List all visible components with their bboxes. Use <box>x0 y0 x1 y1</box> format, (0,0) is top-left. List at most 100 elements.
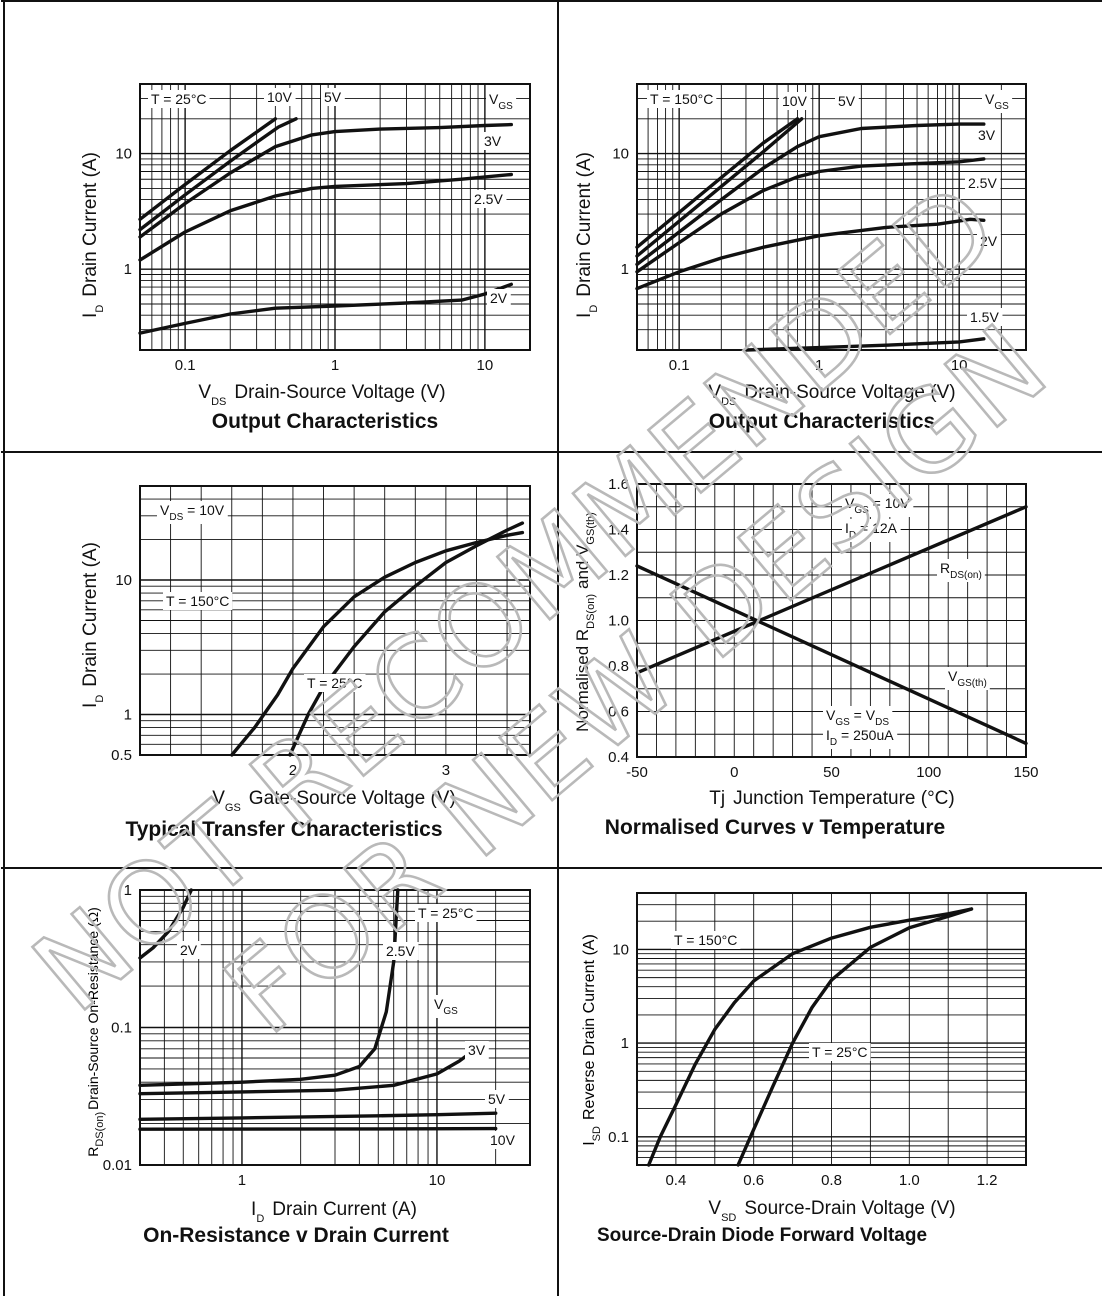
c4-xtick-label: 0 <box>730 764 738 781</box>
c6-xtick-label: 1.2 <box>977 1172 998 1189</box>
c6-title: Source-Drain Diode Forward Voltage <box>597 1225 927 1246</box>
c4-plot-border <box>636 483 1027 758</box>
c3-series-label-t-150-c: T = 150°C <box>166 593 229 609</box>
c2-plot-border <box>636 83 1027 351</box>
c5-series-label-5v-bg <box>485 1090 509 1108</box>
c3-condition-v-ds-10v-bg <box>157 501 228 524</box>
c4-series-v-gs-th <box>635 564 1028 746</box>
chart-normalised-curves-temperature: -50 0 50 100 150 0.4 0.6 0.8 1.0 1.2 1.4 1.6 VGS = … <box>573 476 1039 839</box>
c1-series-label-2-5v-bg <box>471 190 507 208</box>
c3-xlabel: VGS Gate-Source Voltage (V) <box>212 788 456 814</box>
c2-series-label-5v: 5V <box>838 93 856 109</box>
c4-xtick-label: -50 <box>626 764 648 781</box>
c5-ytick-label: 1 <box>124 882 132 899</box>
c3-ylabel: IDDrain Current (A) <box>80 542 106 708</box>
c5-grid <box>139 889 531 1166</box>
c5-condition-t-25-c: T = 25°C <box>418 905 474 921</box>
c1-ylabel: IDDrain Current (A) <box>80 152 106 318</box>
c4-condition-i-d-250ua-bg <box>823 726 898 749</box>
c3-series-label-t-25-c: T = 25°C <box>307 675 363 691</box>
c5-series-label-10v-bg <box>487 1131 519 1149</box>
c2-condition-t-150-c-bg <box>647 90 717 108</box>
watermark: NOT RECOMMENDED FOR NEW DESIGN <box>9 157 1073 1060</box>
c5-series-label-5v: 5V <box>488 1091 506 1107</box>
c1-series-label-5v: 5V <box>324 89 342 105</box>
c4-title: Normalised Curves v Temperature <box>605 816 945 839</box>
c1-legend-title: VGS <box>489 91 513 112</box>
c1-series-5v <box>138 117 298 232</box>
c4-xtick-label: 50 <box>823 764 840 781</box>
c4-ytick-label: 1.0 <box>608 613 629 630</box>
c4-xtick-label: 150 <box>1013 764 1038 781</box>
c6-ylabel: ISDReverse Drain Current (A) <box>581 934 603 1146</box>
c2-xlabel: VDS Drain-Source Voltage (V) <box>708 382 955 408</box>
chart-on-resistance-drain-current: 1 10 0.01 0.1 1 T = 25°C VGS 2V 2.5V 3V 5V 10V ID D… <box>85 882 531 1247</box>
c1-ticks: 0.1 1 10 1 10 <box>115 146 493 374</box>
c1-series-label-10v: 10V <box>267 89 293 105</box>
c2-ytick-label: 10 <box>612 146 629 163</box>
c5-series-label-2v-bg <box>177 941 201 959</box>
c6-series-t-25-c <box>736 907 974 1167</box>
c2-annotations: T = 150°C VGS 10V 5V 3V 2.5V 2V 1.5V <box>647 90 1013 326</box>
c4-condition-i-d-12a: ID = 12A <box>845 520 898 541</box>
c5-xtick-label: 10 <box>429 1172 446 1189</box>
c2-series-label-3v-bg <box>975 126 999 144</box>
c1-grid <box>139 83 531 351</box>
c6-series-label-t-150-c-bg <box>671 931 741 949</box>
c4-condition-v-gs-v-ds: VGS = VDS <box>826 707 889 728</box>
c2-series-2-5v <box>635 157 986 274</box>
c1-series-label-3v-bg <box>481 132 505 150</box>
c2-series-label-2v-bg <box>977 232 1001 250</box>
c4-series-r-ds-on <box>635 505 1028 675</box>
c5-plot-border <box>139 889 531 1166</box>
c1-plot-border <box>139 83 531 351</box>
c4-series-label-v-gs-th-bg <box>945 667 990 690</box>
c5-series-2v <box>138 888 193 960</box>
c4-series-label-r-ds-on-bg <box>937 559 985 582</box>
c2-series-label-1-5v-bg <box>967 308 1003 326</box>
c2-series-label-3v: 3V <box>978 127 996 143</box>
c4-ticks: -50 0 50 100 150 0.4 0.6 0.8 1.0 1.2 1.4 1.6 <box>608 476 1038 781</box>
c2-series-label-10v-bg <box>779 92 811 110</box>
c5-series-2-5v <box>138 888 400 1087</box>
c1-series <box>138 117 513 335</box>
c2-ylabel: IDDrain Current (A) <box>574 152 600 318</box>
chart-transfer-characteristics: 2 3 0.5 1 10 VDS = 10V T = 150°C T = 25°C VGS G… <box>80 485 531 841</box>
c1-series-label-5v-bg <box>321 88 345 106</box>
c1-xtick-label: 10 <box>477 357 494 374</box>
c5-series-label-2-5v: 2.5V <box>386 943 415 959</box>
c5-legend-title: VGS <box>434 996 458 1017</box>
c2-legend-title: VGS <box>985 91 1009 112</box>
c6-xlabel: VSD Source-Drain Voltage (V) <box>708 1198 955 1224</box>
c5-series-label-10v: 10V <box>490 1132 516 1148</box>
c1-series-label-2v: 2V <box>490 290 508 306</box>
c3-series <box>230 521 525 757</box>
c1-xlabel: VDS Drain-Source Voltage (V) <box>198 382 445 408</box>
c1-condition-t-25-c: T = 25°C <box>151 91 207 107</box>
c6-series-label-t-25-c-bg <box>809 1043 871 1061</box>
c4-series-label-r-ds-on: RDS(on) <box>940 560 982 581</box>
c1-ytick-label: 10 <box>115 146 132 163</box>
c5-series-3v <box>138 1050 473 1096</box>
c2-xtick-label: 0.1 <box>669 357 690 374</box>
c4-ytick-label: 1.6 <box>608 476 629 493</box>
c5-series-label-3v-bg <box>465 1041 489 1059</box>
c3-ytick-label: 10 <box>115 572 132 589</box>
c6-ytick-label: 1 <box>621 1035 629 1052</box>
c2-series <box>635 117 986 352</box>
c4-condition-i-d-12a-bg <box>842 519 901 542</box>
c4-condition-v-gs-v-ds-bg <box>823 706 893 729</box>
c1-series-label-2v-bg <box>487 289 511 307</box>
c5-series-10v <box>138 1126 498 1131</box>
chart-output-characteristics-25c: 0.1 1 10 1 10 T = 25°C VGS 10V 5V 3V 2.5V 2V VDS Dr… <box>80 83 531 433</box>
c6-annotations: T = 150°C T = 25°C <box>671 931 871 1061</box>
c1-xtick-label: 1 <box>331 357 339 374</box>
c5-xtick-label: 1 <box>238 1172 246 1189</box>
c2-series-label-2-5v-bg <box>965 174 1001 192</box>
c2-series-3v <box>635 122 986 267</box>
